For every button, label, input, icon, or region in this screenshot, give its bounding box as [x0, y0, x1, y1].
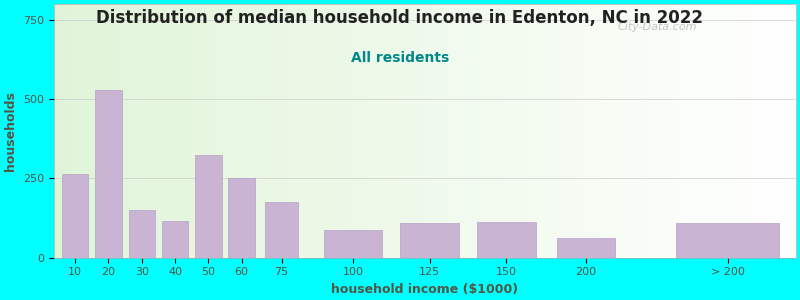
- Bar: [477, 222, 535, 258]
- Text: City-Data.com: City-Data.com: [618, 22, 697, 32]
- Bar: [401, 223, 459, 258]
- Bar: [162, 221, 188, 258]
- X-axis label: household income ($1000): household income ($1000): [331, 283, 518, 296]
- Bar: [557, 238, 615, 258]
- Bar: [129, 210, 155, 258]
- Bar: [676, 223, 779, 258]
- Bar: [62, 174, 88, 258]
- Bar: [324, 230, 382, 258]
- Y-axis label: households: households: [4, 91, 17, 171]
- Text: Distribution of median household income in Edenton, NC in 2022: Distribution of median household income …: [97, 9, 703, 27]
- Bar: [195, 154, 222, 258]
- Bar: [95, 90, 122, 258]
- Bar: [229, 178, 255, 258]
- Bar: [266, 202, 298, 258]
- Text: All residents: All residents: [351, 51, 449, 65]
